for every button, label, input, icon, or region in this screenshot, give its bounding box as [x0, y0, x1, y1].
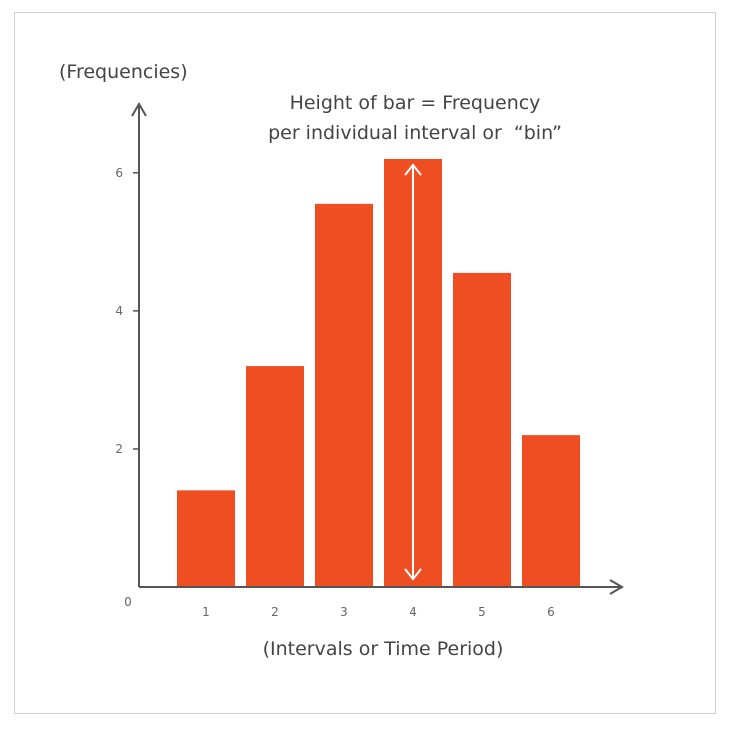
- y-tick-label-6: 6: [115, 166, 123, 180]
- x-tick-label-1: 1: [202, 605, 210, 619]
- x-tick-label-4: 4: [409, 605, 417, 619]
- y-tick-label-2: 2: [115, 442, 123, 456]
- x-tick-label-3: 3: [340, 605, 348, 619]
- x-tick-label-2: 2: [271, 605, 279, 619]
- bar-5: [453, 272, 511, 587]
- bar-3: [315, 203, 373, 587]
- y-axis-label: (Frequencies): [59, 61, 188, 83]
- bar-6: [522, 435, 580, 587]
- x-tick-label-6: 6: [547, 605, 555, 619]
- annotation-line-2: per individual interval or “bin”: [268, 122, 562, 144]
- bar-2: [246, 366, 304, 587]
- ticks-group: 1 2 3 4 5 6 0 2 4 6: [115, 166, 554, 619]
- height-arrow-bottom-head: [404, 568, 422, 581]
- annotation-line-1: Height of bar = Frequency: [290, 92, 541, 114]
- x-axis-arrowhead: [609, 579, 624, 595]
- bars-group: [177, 159, 580, 587]
- x-tick-label-5: 5: [478, 605, 486, 619]
- x-axis-label: (Intervals or Time Period): [263, 638, 504, 660]
- bar-1: [177, 490, 235, 587]
- y-tick-label-4: 4: [115, 304, 123, 318]
- y-axis-arrowhead: [131, 102, 147, 117]
- height-arrow-top-head: [404, 163, 422, 176]
- axes-group: [131, 102, 624, 595]
- y-tick-label-0: 0: [124, 595, 132, 609]
- bar-height-arrow: [404, 163, 422, 581]
